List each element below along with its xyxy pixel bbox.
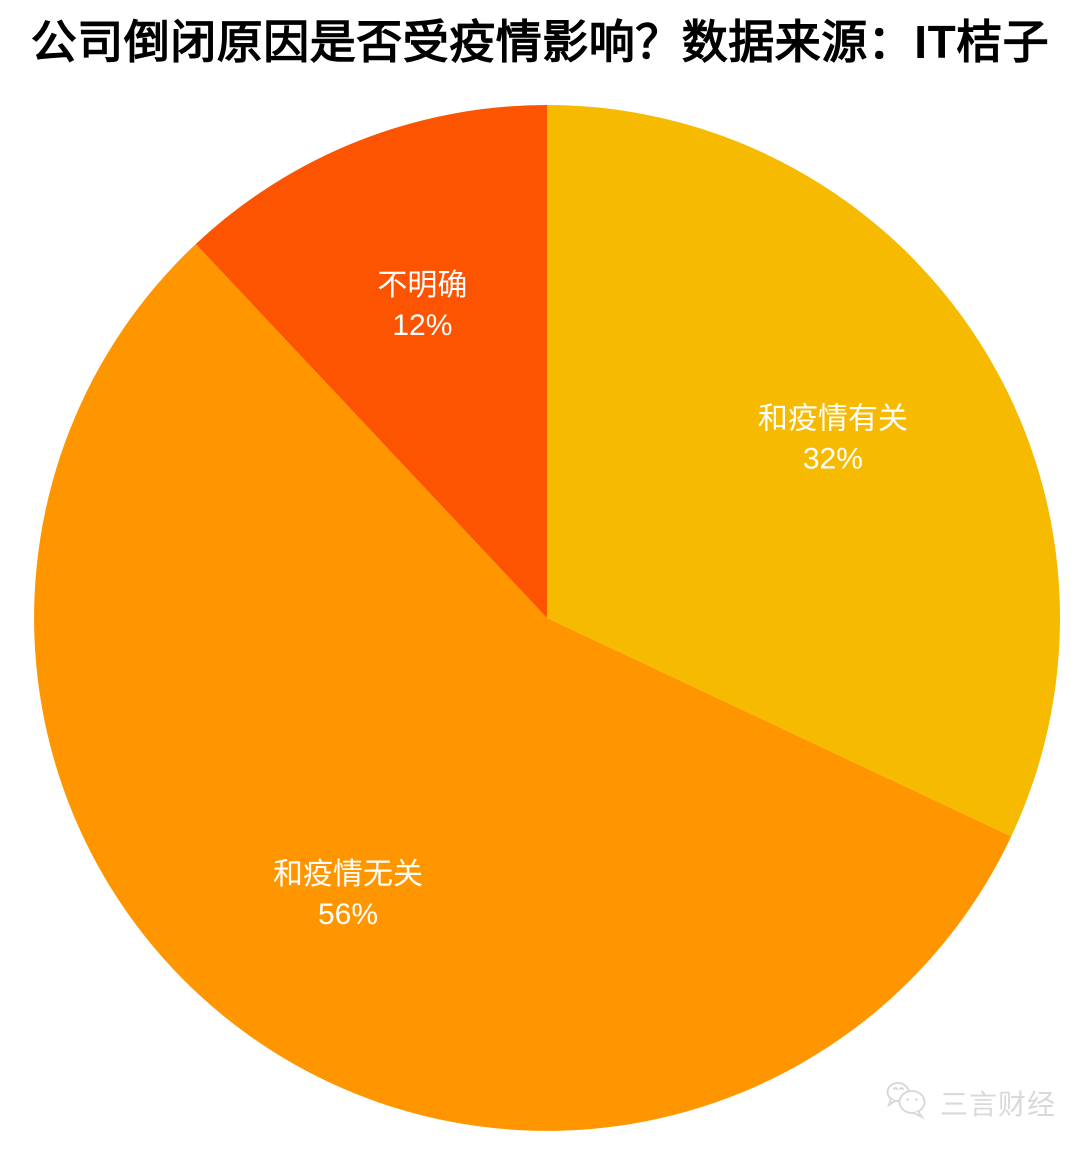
watermark: 三言财经 <box>884 1080 1056 1125</box>
slice-value-label: 32% <box>803 443 863 476</box>
pie-slice-1 <box>547 104 1061 837</box>
slice-label: 和疫情无关 <box>273 858 423 891</box>
slice-label: 不明确 <box>377 269 467 302</box>
slice-value-label: 12% <box>392 309 452 342</box>
wechat-icon <box>884 1080 930 1125</box>
slice-label: 和疫情有关 <box>758 403 908 436</box>
watermark-text: 三言财经 <box>940 1088 1057 1120</box>
pie-slice-3 <box>195 104 548 618</box>
slice-value-label: 56% <box>318 898 378 931</box>
chart-title: 公司倒闭原因是否受疫情影响？数据来源：IT桔子 <box>30 16 1050 68</box>
pie-slice-2 <box>34 244 1012 1131</box>
